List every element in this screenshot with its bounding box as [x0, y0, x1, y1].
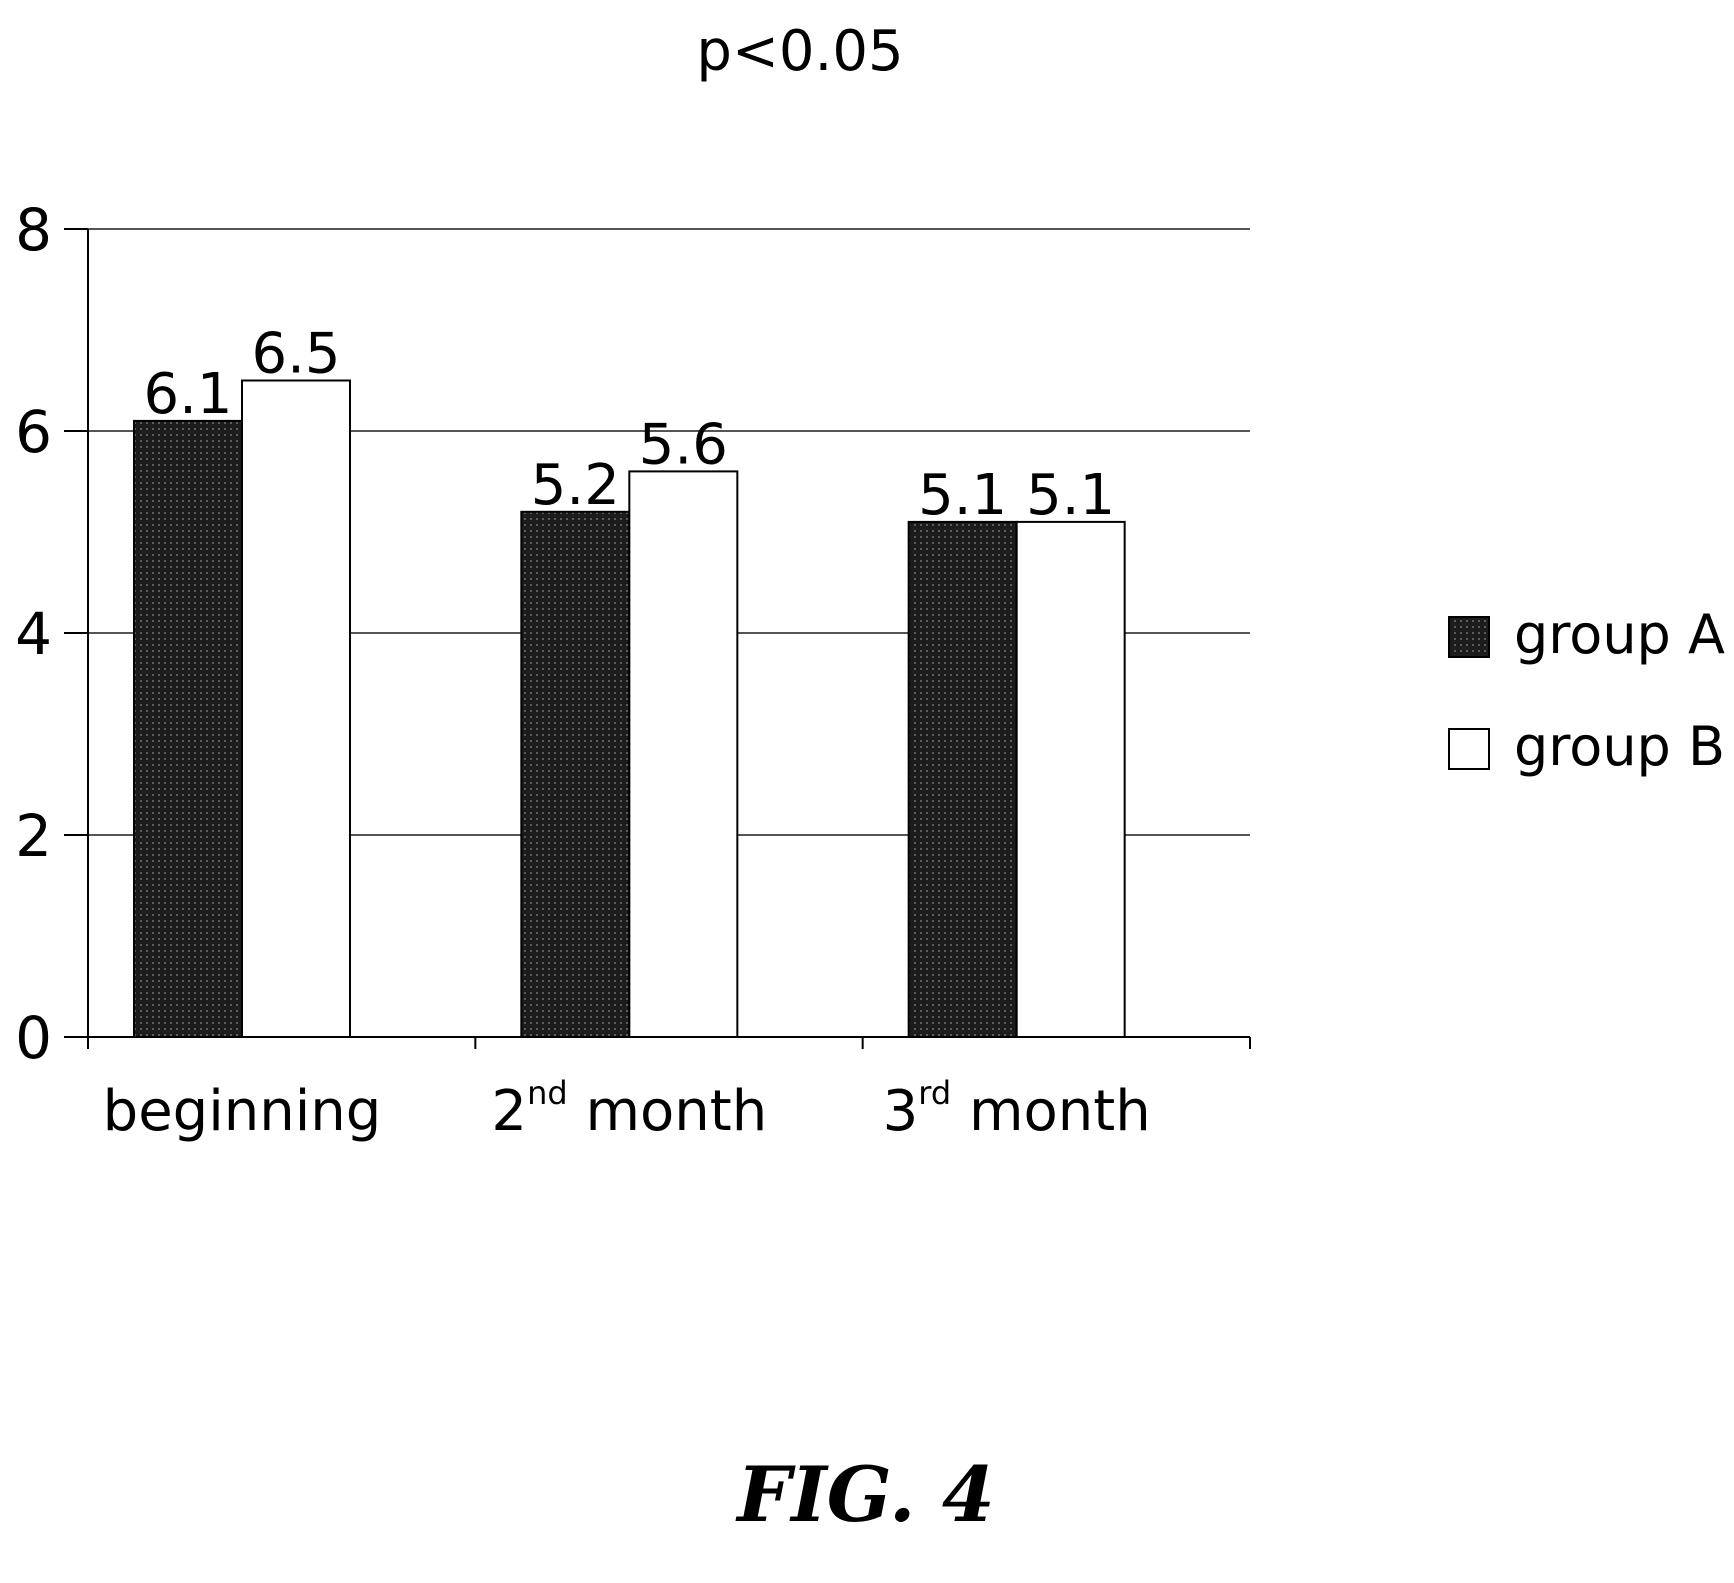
x-tick-label: 3rd month — [883, 1074, 1151, 1144]
bar-group-a — [520, 510, 631, 1038]
y-tick-label: 8 — [15, 196, 52, 264]
bar-group-b — [1015, 520, 1126, 1038]
x-tick-label: beginning — [103, 1079, 382, 1144]
legend-swatch — [1448, 728, 1490, 770]
x-tick-labels: beginning 2nd month 3rd month — [103, 1074, 1151, 1144]
x-tick-label: 2nd month — [491, 1074, 767, 1144]
y-tick-label: 2 — [15, 802, 52, 870]
data-label: 6.1 — [143, 362, 232, 427]
legend-swatch — [1448, 616, 1490, 658]
y-tick-label: 6 — [15, 398, 52, 466]
y-tick-labels: 0 2 4 6 8 — [15, 196, 52, 1072]
data-label: 5.1 — [918, 463, 1007, 528]
data-label: 5.2 — [531, 453, 620, 518]
data-label: 5.6 — [639, 412, 728, 477]
value-labels: 6.1 6.5 5.2 5.6 5.1 5.1 — [143, 322, 1115, 528]
y-tick-label: 0 — [15, 1004, 52, 1072]
figure-caption: FIG. 4 — [735, 1450, 995, 1539]
legend-label: group A — [1514, 603, 1725, 666]
legend: group A group B — [1448, 603, 1725, 778]
legend-label: group B — [1514, 715, 1725, 778]
y-tick-label: 4 — [15, 600, 52, 668]
bar-group-a — [133, 419, 243, 1038]
data-label: 6.5 — [251, 322, 340, 387]
bar-group-a — [907, 520, 1018, 1038]
bar-group-b — [241, 379, 351, 1038]
chart-title: p<0.05 — [696, 19, 903, 84]
data-label: 5.1 — [1026, 463, 1115, 528]
bar-group-b — [628, 470, 739, 1038]
axes — [64, 228, 1251, 1049]
